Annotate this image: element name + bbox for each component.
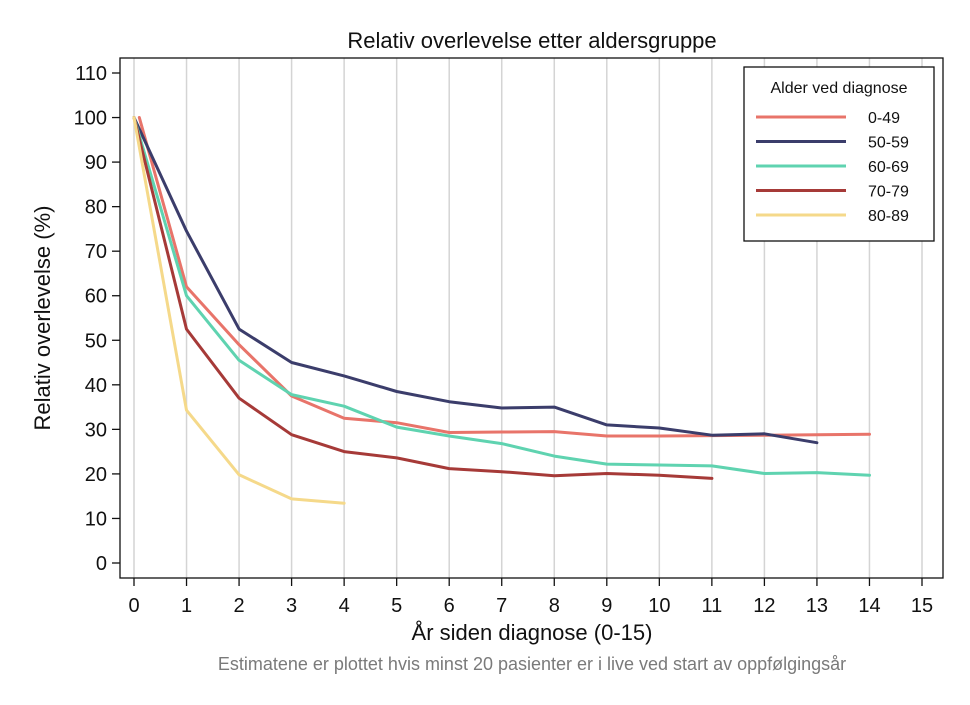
x-tick-label-5: 5 [391, 595, 402, 617]
series-line-60-69 [132, 116, 871, 477]
y-tick-label-110: 110 [75, 63, 107, 85]
legend-label-80-89: 80-89 [868, 208, 909, 225]
legend: Alder ved diagnose 0-49 50-59 60-69 70-79 80-… [743, 66, 935, 242]
legend-label-70-79: 70-79 [868, 184, 909, 201]
y-tick-label-80: 80 [85, 197, 107, 219]
y-tick-label-90: 90 [85, 152, 107, 174]
x-tick-label-6: 6 [444, 595, 455, 617]
y-tick-label-10: 10 [85, 508, 107, 530]
y-tick-label-100: 100 [74, 108, 107, 130]
legend-label-60-69: 60-69 [868, 159, 909, 176]
x-tick-label-11: 11 [701, 595, 722, 617]
x-tick-label-12: 12 [753, 595, 775, 617]
y-tick-label-20: 20 [85, 464, 107, 486]
x-tick-label-10: 10 [648, 595, 670, 617]
x-tick-label-4: 4 [339, 595, 350, 617]
legend-title: Alder ved diagnose [771, 80, 908, 97]
x-tick-label-15: 15 [911, 595, 933, 617]
series-line-70-79 [132, 116, 714, 480]
y-tick-label-70: 70 [85, 241, 107, 263]
footnote: Estimatene er plottet hvis minst 20 pasi… [218, 654, 846, 674]
y-tick-label-0: 0 [96, 553, 107, 575]
y-tick-label-40: 40 [85, 375, 107, 397]
x-tick-label-0: 0 [128, 595, 139, 617]
x-tick-label-1: 1 [181, 595, 192, 617]
series-line-80-89 [132, 116, 346, 505]
x-tick-label-7: 7 [496, 595, 507, 617]
series-line-50-59 [132, 116, 819, 445]
y-axis-label: Relativ overlevelse (%) [30, 206, 55, 431]
x-tick-label-14: 14 [858, 595, 880, 617]
x-tick-label-8: 8 [549, 595, 560, 617]
legend-label-0-49: 0-49 [868, 110, 900, 127]
series-layer [132, 116, 871, 505]
grid-layer [133, 58, 923, 578]
y-tick-label-60: 60 [85, 286, 107, 308]
y-tick-label-30: 30 [85, 419, 107, 441]
plot-frame [119, 57, 944, 579]
x-tick-label-3: 3 [286, 595, 297, 617]
x-tick-label-13: 13 [806, 595, 828, 617]
x-tick-label-9: 9 [601, 595, 612, 617]
chart-title: Relativ overlevelse etter aldersgruppe [347, 28, 716, 53]
legend-label-50-59: 50-59 [868, 135, 909, 152]
legend-box [743, 66, 935, 242]
y-tick-label-50: 50 [85, 330, 107, 352]
x-axis-label: År siden diagnose (0-15) [412, 620, 653, 645]
x-tick-label-2: 2 [234, 595, 245, 617]
